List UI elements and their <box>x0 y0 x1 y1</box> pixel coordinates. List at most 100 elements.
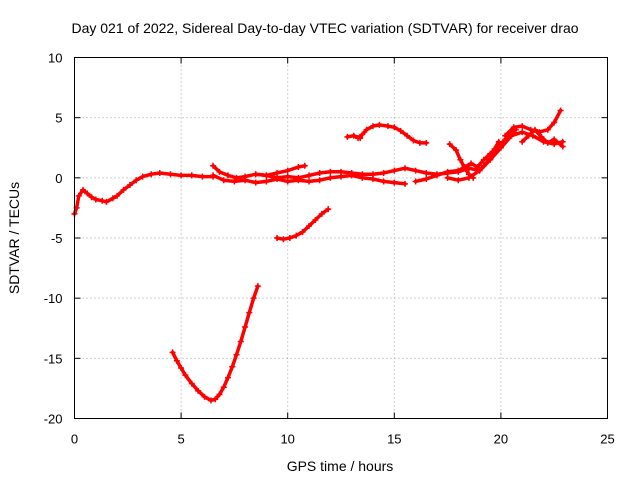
data-point <box>380 178 387 185</box>
data-point <box>508 132 515 139</box>
y-tick-label: 0 <box>55 171 62 186</box>
data-point <box>551 119 558 126</box>
data-point <box>410 137 417 144</box>
data-point <box>178 364 185 371</box>
x-tick-label: 0 <box>71 432 78 447</box>
data-point <box>551 136 558 143</box>
data-point <box>306 178 313 185</box>
data-point <box>384 123 391 130</box>
data-point <box>525 132 532 139</box>
data-point <box>199 173 206 180</box>
data-point <box>148 171 155 178</box>
data-point <box>212 396 219 403</box>
data-point <box>391 179 398 186</box>
data-point <box>216 391 223 398</box>
data-point <box>544 139 551 146</box>
data-point <box>401 180 408 187</box>
data-point <box>532 126 539 133</box>
data-point <box>455 177 462 184</box>
data-point <box>182 372 189 379</box>
data-point <box>480 156 487 163</box>
y-tick-label: -5 <box>51 231 63 246</box>
x-tick-label: 10 <box>280 432 294 447</box>
grid <box>74 57 608 419</box>
data-point <box>559 143 566 150</box>
data-point <box>225 172 232 179</box>
data-point <box>220 177 227 184</box>
y-tick-label: 5 <box>55 111 62 126</box>
data-point <box>350 132 357 139</box>
data-point <box>519 123 526 130</box>
data-point <box>201 393 208 400</box>
data-point <box>510 124 517 131</box>
y-tick-label: -10 <box>44 291 63 306</box>
data-point <box>225 374 232 381</box>
series-track-11 <box>482 139 501 168</box>
data-point <box>80 186 87 193</box>
x-tick-label: 15 <box>387 432 401 447</box>
data-point <box>188 380 195 387</box>
data-point <box>75 192 82 199</box>
data-point <box>369 123 376 130</box>
data-point <box>502 132 509 139</box>
data-point <box>229 363 236 370</box>
data-point <box>487 155 494 162</box>
data-point <box>263 172 270 179</box>
data-point <box>188 172 195 179</box>
data-point <box>109 195 116 202</box>
data-point <box>538 133 545 140</box>
data-point <box>263 178 270 185</box>
data-point <box>178 172 185 179</box>
data-point <box>376 121 383 128</box>
data-point <box>344 133 351 140</box>
series-track-1 <box>72 171 215 216</box>
data-point <box>461 165 468 172</box>
data-point <box>295 177 302 184</box>
data-point <box>286 235 293 241</box>
data-point <box>327 174 334 181</box>
data-point <box>92 196 99 203</box>
data-point <box>457 156 464 163</box>
data-point <box>318 210 325 217</box>
data-point <box>412 178 419 185</box>
data-point <box>237 338 244 345</box>
data-point <box>210 172 217 179</box>
data-point <box>391 167 398 174</box>
data-point <box>306 172 313 179</box>
data-point <box>444 168 451 175</box>
series-track-6 <box>170 284 260 403</box>
data-point <box>423 176 430 183</box>
data-point <box>156 170 163 177</box>
data-point <box>220 384 227 391</box>
data-point <box>103 198 110 205</box>
data-point <box>519 138 526 145</box>
data-point <box>195 387 202 394</box>
data-point <box>312 216 319 223</box>
x-axis-label: GPS time / hours <box>287 458 394 474</box>
data-point <box>363 126 370 133</box>
data-point <box>120 186 127 193</box>
data-point <box>423 170 430 177</box>
data-point <box>357 135 364 142</box>
data-point <box>476 167 483 174</box>
y-tick-label: -15 <box>44 351 63 366</box>
data-point <box>293 232 300 239</box>
data-point <box>284 167 291 174</box>
data-point <box>306 222 313 229</box>
data-point <box>246 309 253 316</box>
data-point <box>254 283 261 290</box>
data-point <box>274 176 281 183</box>
data-point <box>233 351 240 358</box>
data-point <box>444 174 451 181</box>
data-point <box>252 171 259 178</box>
data-point <box>401 165 408 172</box>
data-point <box>126 182 133 189</box>
data-point <box>433 172 440 179</box>
data-point <box>497 144 504 151</box>
data-point <box>274 170 281 177</box>
data-point <box>274 235 281 241</box>
data-point <box>474 164 481 171</box>
y-tick-label: 10 <box>48 51 62 66</box>
data-point <box>252 179 259 186</box>
data-point <box>316 170 323 177</box>
